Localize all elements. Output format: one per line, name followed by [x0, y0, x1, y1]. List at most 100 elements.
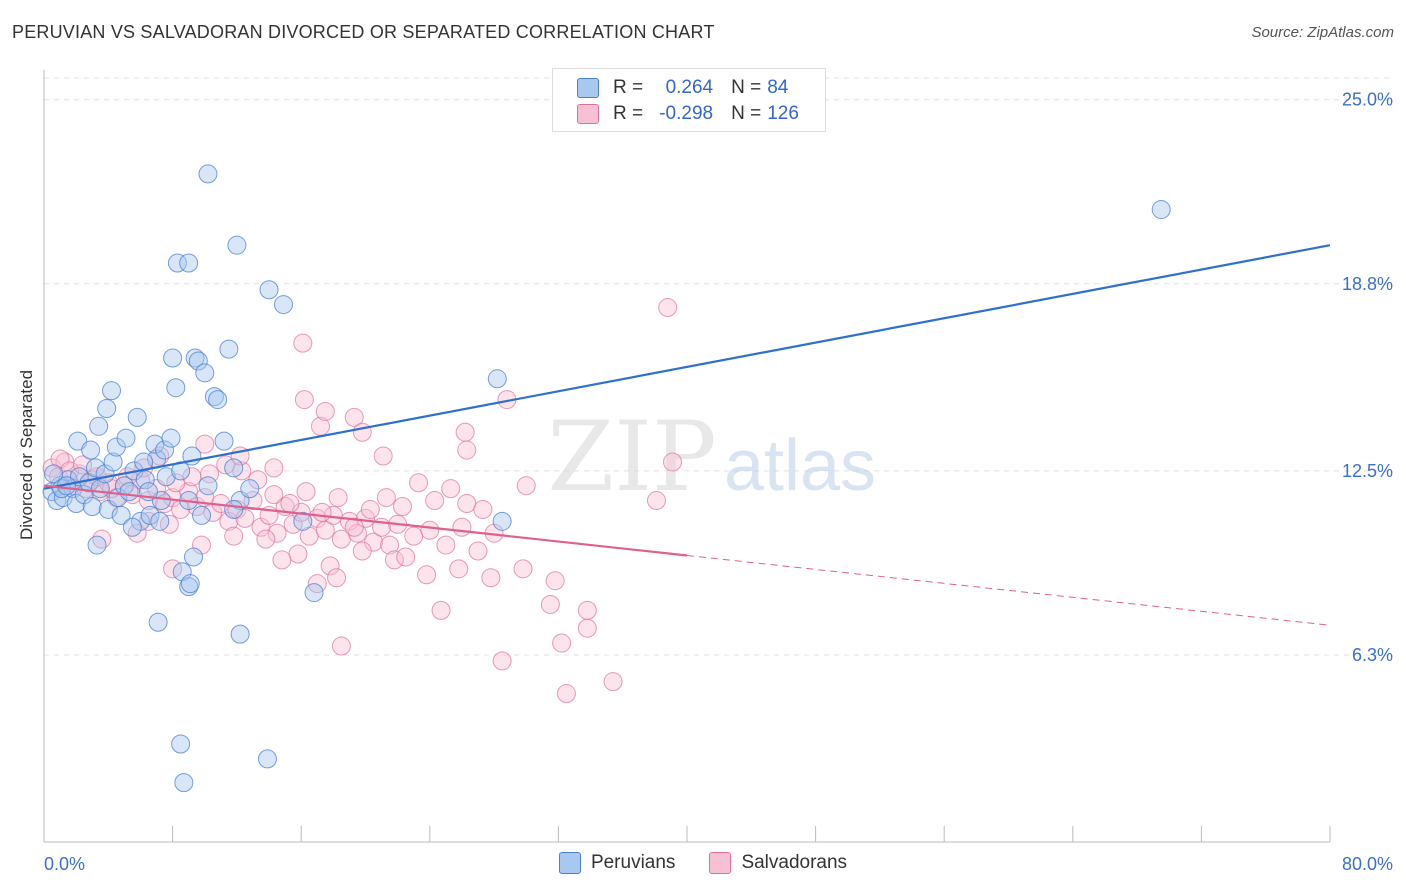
peruvian-point — [134, 452, 154, 472]
watermark: ZIP atlas — [547, 401, 876, 513]
legend-item-peruvians[interactable]: Peruvians — [558, 852, 675, 874]
peruvian-point — [224, 499, 244, 519]
grid-lines — [44, 77, 1392, 656]
n-label: N = — [731, 103, 762, 124]
peruvian-point — [166, 378, 186, 398]
legend-row-salvadorans: R = -0.298 N = 126 — [577, 103, 799, 125]
salvadoran-point — [396, 547, 416, 567]
salvadoran-point — [420, 520, 440, 540]
peruvian-point — [82, 496, 102, 516]
tick-labels: 6.3% 12.5% 18.8% 25.0% 0.0% 80.0% — [44, 90, 1393, 874]
salvadoran-point — [264, 485, 284, 505]
salvadorans-points — [42, 298, 683, 704]
salvadoran-point — [384, 550, 404, 570]
salvadoran-point — [404, 526, 424, 546]
trend-lines — [43, 244, 1331, 626]
peruvian-point — [81, 440, 101, 460]
salvadoran-point — [603, 672, 623, 692]
peruvian-point — [122, 517, 142, 537]
peruvian-point — [304, 583, 324, 603]
peruvian-point — [208, 390, 228, 410]
legend-item-salvadorans[interactable]: Salvadorans — [709, 852, 847, 874]
salvadoran-point — [264, 458, 284, 478]
peruvian-point — [219, 339, 239, 359]
peruvian-point — [171, 734, 191, 754]
salvadorans-trend-extension — [686, 554, 1331, 626]
salvadoran-point — [267, 523, 287, 543]
salvadoran-point — [331, 636, 351, 656]
y-tick-label: 6.3% — [1352, 645, 1393, 665]
peruvian-point — [148, 612, 168, 632]
salvadoran-point — [577, 600, 597, 620]
salvadoran-point — [577, 618, 597, 638]
legend-row-peruvians: R = 0.264 N = 84 — [577, 77, 788, 99]
peruvian-point — [163, 348, 183, 368]
peruvian-point — [179, 577, 199, 597]
peruvian-point — [192, 505, 212, 525]
peruvian-point — [155, 440, 175, 460]
salvadoran-point — [73, 455, 93, 475]
r-value: -0.298 — [659, 103, 714, 124]
peruvian-point — [198, 476, 218, 496]
peruvians-swatch — [558, 852, 581, 874]
salvadoran-point — [457, 440, 477, 460]
peruvian-point — [174, 773, 194, 793]
peruvian-point — [274, 295, 294, 315]
peruvian-point — [487, 369, 507, 389]
n-value: 84 — [767, 77, 789, 98]
salvadoran-point — [646, 491, 666, 511]
peruvian-point — [293, 511, 313, 531]
salvadoran-point — [492, 651, 512, 671]
peruvian-point — [44, 464, 64, 484]
chart-title: PERUVIAN VS SALVADORAN DIVORCED OR SEPAR… — [12, 22, 715, 42]
salvadoran-point — [327, 568, 347, 588]
peruvian-point — [179, 253, 199, 273]
salvadoran-point — [455, 422, 475, 442]
peruvian-point — [185, 348, 205, 368]
salvadoran-point — [360, 499, 380, 519]
y-tick-label: 18.8% — [1342, 274, 1393, 294]
salvadoran-point — [468, 541, 488, 561]
y-tick-label: 12.5% — [1342, 461, 1393, 481]
axes — [43, 70, 1331, 843]
salvadoran-point — [452, 517, 472, 537]
peruvian-point — [89, 416, 109, 436]
salvadoran-point — [224, 526, 244, 546]
peruvian-point — [111, 505, 131, 525]
peruvian-point — [214, 431, 234, 451]
salvadoran-point — [296, 482, 316, 502]
salvadoran-point — [315, 401, 335, 421]
salvadoran-point — [195, 434, 215, 454]
salvadoran-point — [312, 502, 332, 522]
salvadoran-point — [556, 684, 576, 704]
salvadoran-point — [663, 452, 683, 472]
peruvian-point — [180, 574, 200, 594]
salvadoran-point — [200, 464, 220, 484]
salvadoran-point — [373, 446, 393, 466]
peruvian-point — [183, 547, 203, 567]
peruvian-point — [116, 428, 136, 448]
salvadoran-point — [344, 407, 364, 427]
peruvian-point — [204, 387, 224, 407]
salvadoran-point — [481, 568, 501, 588]
source-credit: Source: ZipAtlas.com — [1251, 24, 1394, 41]
peruvians-trend-line — [43, 244, 1331, 490]
salvadorans-swatch — [577, 104, 599, 124]
n-label: N = — [731, 77, 762, 98]
salvadoran-point — [441, 479, 461, 499]
salvadoran-point — [513, 559, 533, 579]
salvadoran-point — [516, 476, 536, 496]
salvadoran-point — [328, 488, 348, 508]
salvadorans-trend-line — [43, 484, 688, 557]
peruvian-point — [167, 253, 187, 273]
salvadoran-point — [288, 544, 308, 564]
y-tick-label: 25.0% — [1342, 90, 1393, 110]
x-tick-label-min: 0.0% — [44, 854, 85, 874]
salvadoran-point — [347, 523, 367, 543]
peruvian-point — [257, 749, 277, 769]
salvadoran-point — [352, 422, 372, 442]
salvadoran-point — [293, 333, 313, 353]
salvadoran-point — [380, 535, 400, 555]
legend-label: Salvadorans — [741, 852, 848, 873]
